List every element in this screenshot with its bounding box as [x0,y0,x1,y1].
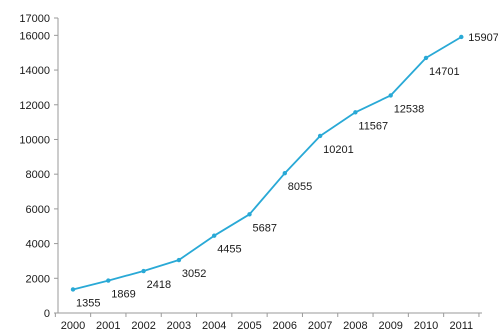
data-label: 3052 [182,268,206,280]
data-label: 2418 [147,279,171,291]
data-label: 8055 [288,181,312,193]
data-point [423,55,429,61]
data-label: 10201 [323,144,354,156]
data-label: 12538 [394,103,425,115]
y-axis: 0 2000 4000 6000 8000 10000 12000 14000 16000 170… [19,13,59,320]
data-label: 11567 [358,120,388,132]
data-label: 14701 [429,66,460,78]
x-tick-label: 2008 [343,320,367,332]
data-point [212,233,217,238]
data-point [141,268,146,274]
data-point [106,278,111,283]
x-tick-label: 2001 [96,320,120,332]
y-tick-label: 16000 [19,30,50,42]
x-tick-label: 2005 [237,320,261,332]
data-label: 1869 [111,289,135,301]
y-tick-label: 6000 [26,204,50,216]
y-tick-label: 8000 [26,169,50,181]
data-point [388,93,393,98]
data-label: 15907 [468,32,498,44]
x-tick-label: 2011 [449,320,473,332]
x-tick-label: 2010 [414,320,438,332]
y-tick-label: 0 [44,308,50,320]
x-tick-label: 2000 [61,320,85,332]
series-line-group [72,36,462,291]
data-label: 5687 [253,222,277,234]
data-point [353,110,358,115]
x-tick-label: 2004 [202,320,226,332]
x-axis: 2000 2001 2002 2003 2004 2005 2006 2007 2008 2009… [54,312,482,332]
data-label: 1355 [76,297,100,309]
data-labels: 1355 1869 2418 3052 4455 5687 8055 10201 11567 12… [76,32,498,310]
y-tick-label: 14000 [19,65,50,77]
y-tick-label: 12000 [19,100,50,112]
data-points [70,34,464,292]
data-label: 4455 [217,244,241,256]
y-tick-label: 10000 [19,134,50,146]
x-tick-label: 2009 [378,320,402,332]
data-point [317,133,323,139]
y-tick-label: 2000 [26,273,50,285]
x-tick-label: 2007 [308,320,332,332]
series-line [72,36,462,291]
x-tick-label: 2003 [167,320,191,332]
x-tick-label: 2002 [131,320,155,332]
data-point [70,287,76,292]
y-tick-label: 17000 [19,13,50,25]
data-point [176,257,182,263]
data-point [282,171,287,176]
data-point [247,212,252,217]
x-tick-label: 2006 [273,320,297,332]
data-point [459,34,464,40]
y-tick-label: 4000 [26,239,50,251]
